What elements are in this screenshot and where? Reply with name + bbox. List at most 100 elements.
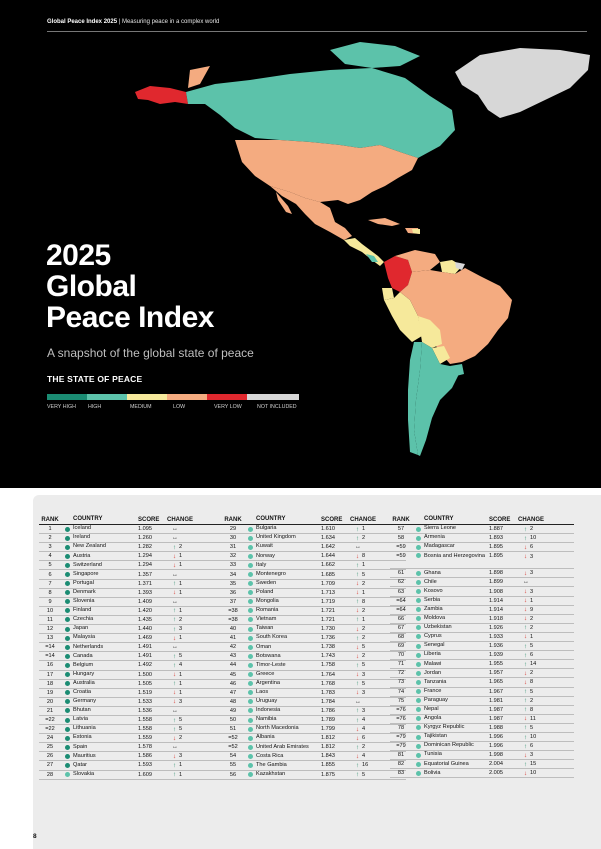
arrow-up-icon: ↑	[523, 733, 528, 741]
change-cell: ↑ 5	[347, 680, 379, 687]
change-value: 1	[179, 589, 183, 596]
score-cell: 1.586	[138, 753, 152, 760]
report-tagline: Measuring peace in a complex world	[121, 19, 220, 25]
change-cell: ↑ 8	[347, 598, 379, 605]
table-row: 49 Indonesia 1.786 ↑ 3	[222, 707, 406, 716]
peace-level-dot	[412, 725, 424, 731]
country-cell: Malaysia	[73, 634, 96, 641]
peace-level-dot	[244, 699, 256, 705]
score-cell: 1.899	[489, 579, 503, 586]
arrow-down-icon: ↓	[523, 669, 528, 677]
change-cell: ↓ 1	[164, 562, 196, 569]
country-cell: Qatar	[73, 761, 87, 768]
country-cell: Tajikistan	[424, 733, 448, 740]
country-cell: Timor-Leste	[256, 661, 286, 668]
score-cell: 1.371	[138, 580, 152, 587]
change-cell: ↔	[515, 579, 547, 585]
table-row: 43 Botswana 1.743 ↓ 2	[222, 652, 406, 662]
change-cell: ↓ 6	[515, 544, 547, 551]
score-cell: 1.282	[138, 544, 152, 551]
score-header: SCORE	[321, 517, 343, 523]
change-value: 5	[362, 662, 366, 669]
change-value: 2	[530, 526, 534, 533]
table-row: 56 Kazakhstan 1.875 ↑ 5	[222, 771, 406, 780]
table-row: 29 Bulgaria 1.610 ↑ 1	[222, 525, 406, 535]
table-row: =22 Latvia 1.558 ↑ 5	[39, 716, 223, 726]
country-cell: Japan	[73, 625, 89, 632]
change-value: 2	[362, 535, 366, 542]
table-row: 24 Estonia 1.559 ↓ 2	[39, 734, 223, 744]
table-row: =79 Dominican Republic 1.996 ↑ 6	[390, 742, 574, 752]
table-row: 61 Ghana 1.898 ↓ 3	[390, 569, 574, 579]
table-row: =76 Angola 1.987 ↓ 11	[390, 715, 574, 724]
change-value: 10	[530, 734, 537, 741]
peace-level-dot	[244, 653, 256, 659]
change-value: 2	[179, 544, 183, 551]
rank-cell: =38	[228, 607, 238, 614]
change-cell: ↑ 2	[515, 526, 547, 533]
change-value: 2	[179, 616, 183, 623]
table-row: 42 Oman 1.738 ↓ 5	[222, 643, 406, 653]
table-row: 66 Moldova 1.918 ↓ 2	[390, 615, 574, 624]
rank-cell: 18	[46, 680, 54, 687]
arrow-down-icon: ↓	[523, 597, 528, 605]
rank-cell: =22	[45, 717, 55, 724]
arrow-down-icon: ↓	[523, 553, 528, 561]
score-cell: 1.918	[489, 615, 503, 622]
change-value: 1	[530, 597, 534, 604]
change-cell: ↑ 5	[164, 717, 196, 724]
change-cell: ↑ 2	[164, 544, 196, 551]
change-value: 5	[362, 680, 366, 687]
peace-level-dot	[61, 662, 73, 668]
change-cell: ↓ 5	[347, 644, 379, 651]
rank-cell: 10	[46, 607, 54, 614]
country-cell: Bulgaria	[256, 525, 277, 532]
peace-level-dot	[244, 690, 256, 696]
change-value: 2	[530, 615, 534, 622]
country-cell: Equatorial Guinea	[424, 760, 469, 767]
country-cell: Slovenia	[73, 598, 95, 605]
score-cell: 1.505	[138, 680, 152, 687]
legend-swatch-low	[167, 394, 207, 400]
change-cell: ↓ 1	[164, 671, 196, 678]
peace-level-dot	[412, 579, 424, 585]
peace-level-dot	[61, 653, 73, 659]
rank-cell: 3	[48, 544, 52, 551]
country-cell: Belgium	[73, 661, 94, 668]
legend-label-low: LOW	[173, 404, 186, 410]
table-row: 5 Switzerland 1.294 ↓ 1	[39, 561, 223, 571]
country-cell: Indonesia	[256, 707, 281, 714]
country-cell: Bhutan	[73, 707, 91, 714]
arrow-down-icon: ↓	[172, 589, 177, 597]
table-row: 81 Tunisia 1.998 ↓ 3	[390, 751, 574, 761]
map-region-mexico	[270, 186, 352, 240]
change-cell: ↑ 6	[515, 743, 547, 750]
change-value: 5	[179, 653, 183, 660]
change-cell: ↑ 2	[347, 535, 379, 542]
score-cell: 1.981	[489, 697, 503, 704]
country-cell: Tunisia	[424, 751, 442, 758]
change-value: 9	[530, 606, 534, 613]
score-cell: 1.260	[138, 535, 152, 542]
change-cell: ↑ 1	[164, 580, 196, 587]
score-cell: 1.719	[321, 598, 335, 605]
table-row: 78 Kyrgyz Republic 1.988 ↑ 5	[390, 724, 574, 733]
change-value: 2	[362, 635, 366, 642]
map-region-cuba	[368, 218, 400, 226]
arrow-down-icon: ↓	[172, 752, 177, 760]
peace-level-dot	[61, 590, 73, 596]
table-row: =64 Serbia 1.914 ↓ 1	[390, 597, 574, 606]
arrow-up-icon: ↑	[172, 616, 177, 624]
change-cell: ↔	[164, 599, 196, 605]
rank-cell: 70	[397, 652, 405, 659]
score-cell: 1.559	[138, 735, 152, 742]
rank-cell: 34	[229, 571, 237, 578]
country-cell: Bosnia and Herzegovina	[424, 553, 485, 560]
score-cell: 1.634	[321, 535, 335, 542]
no-change-icon: ↔	[172, 526, 178, 533]
change-value: 8	[362, 598, 366, 605]
arrow-down-icon: ↓	[172, 689, 177, 697]
rank-cell: =59	[396, 544, 406, 551]
score-header: SCORE	[138, 517, 160, 523]
arrow-up-icon: ↑	[355, 680, 360, 688]
